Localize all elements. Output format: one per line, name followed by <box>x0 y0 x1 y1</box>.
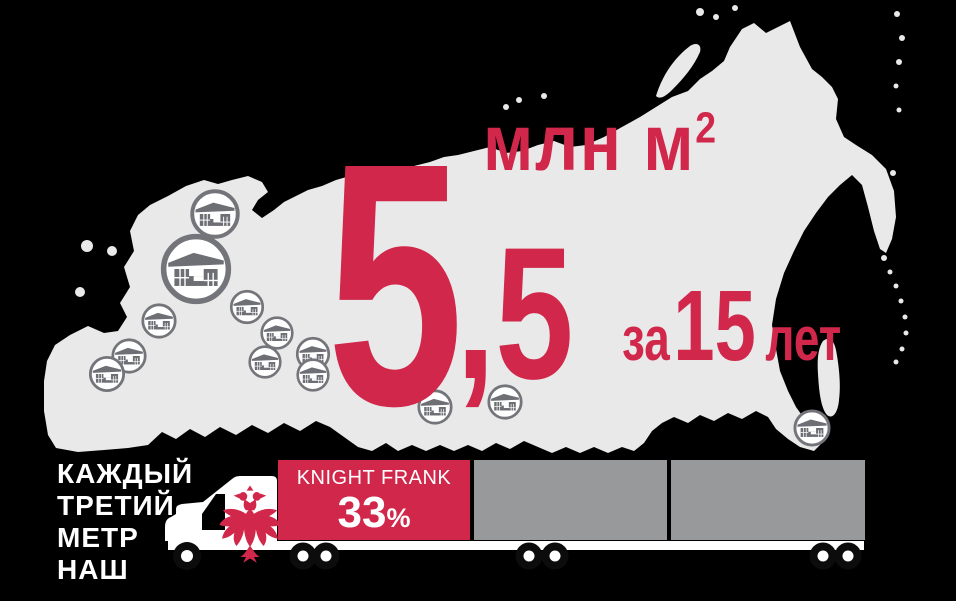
warehouse-icon <box>793 409 831 447</box>
warehouse-icon <box>164 237 229 302</box>
warehouse-icon <box>190 189 240 239</box>
share-unit: % <box>386 503 411 533</box>
headline-unit: млн м2 <box>483 103 716 183</box>
tagline-line: ТРЕТИЙ <box>57 490 175 521</box>
warehouse-icon <box>229 289 265 325</box>
headline-number: 5 <box>327 92 464 478</box>
eagle-emblem-icon <box>219 485 281 563</box>
trailer-gray-2 <box>671 460 865 540</box>
share-value: 33 <box>337 488 387 537</box>
truck-wheels <box>173 542 862 570</box>
headline-period: за 15 лет <box>622 276 841 376</box>
warehouse-icon <box>248 345 282 379</box>
tagline-line: МЕТР <box>57 522 139 553</box>
period-prefix: за <box>622 305 670 374</box>
period-suffix: лет <box>765 305 842 374</box>
headline-number-decimal: ,5 <box>456 208 574 418</box>
unit-superscript: 2 <box>695 103 717 153</box>
tagline: КАЖДЫЙ ТРЕТИЙ МЕТР НАШ <box>57 458 193 586</box>
unit-text: млн м <box>483 98 696 187</box>
tagline-line: НАШ <box>57 554 129 585</box>
warehouse-icon <box>141 303 177 339</box>
trailer-gray-1 <box>474 460 667 540</box>
truck-chassis <box>168 541 864 550</box>
brand-label: KNIGHT FRANK <box>296 467 452 489</box>
trailer-knight-frank: KNIGHT FRANK 33 % <box>278 460 470 540</box>
share-badge: 33 % <box>338 488 411 538</box>
tagline-line: КАЖДЫЙ <box>57 458 194 489</box>
warehouse-icon <box>88 355 126 393</box>
period-value: 15 <box>673 270 756 382</box>
warehouse-icon <box>296 358 330 392</box>
cab-window <box>202 494 225 530</box>
map-landmass <box>44 5 909 453</box>
warehouse-icon <box>260 316 294 350</box>
truck <box>165 476 864 570</box>
